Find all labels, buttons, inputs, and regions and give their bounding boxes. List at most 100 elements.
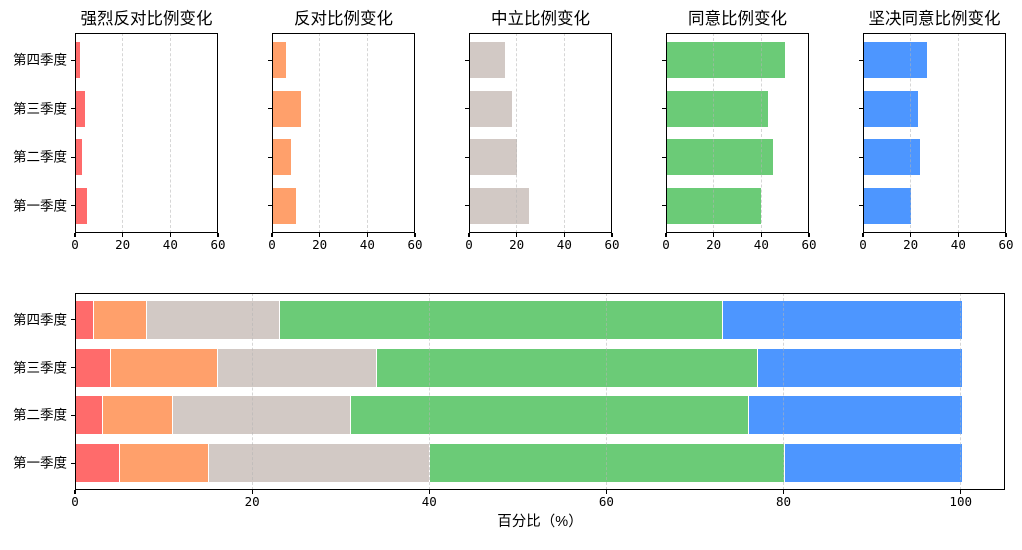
x-tick-mark (611, 233, 613, 237)
y-tick-label: 第二季度 (13, 149, 67, 165)
x-tick-label: 60 (407, 237, 423, 252)
x-tick-mark (782, 490, 785, 494)
x-tick-label: 60 (801, 237, 817, 252)
x-tick-label: 0 (465, 237, 473, 252)
bar-strongly-disagree (75, 42, 80, 79)
gridline (760, 33, 762, 233)
segment-强烈反对 (75, 348, 111, 387)
subplot-title: 坚决同意比例变化 (868, 9, 1001, 28)
y-tick-mark (268, 205, 272, 207)
segment-中立 (216, 348, 378, 387)
axes-spines (75, 33, 218, 233)
gridline (957, 33, 959, 233)
y-tick-label: 第三季度 (13, 101, 67, 117)
y-tick-mark (465, 205, 469, 207)
segment-强烈反对 (75, 444, 120, 483)
x-tick-label: 60 (604, 237, 620, 252)
segment-同意 (349, 396, 750, 435)
y-tick-mark (71, 367, 75, 369)
subplot-disagree: 反对比例变化 0 20 40 60 (268, 10, 423, 251)
y-tick-mark (662, 205, 666, 207)
y-tick-mark (268, 59, 272, 61)
bar-agree (666, 90, 769, 127)
y-tick-mark (71, 319, 75, 321)
x-tick-label: 20 (903, 237, 919, 252)
y-tick-mark (859, 156, 863, 158)
x-tick-mark (808, 233, 810, 237)
segment-反对 (110, 348, 218, 387)
segment-中立 (207, 444, 431, 483)
x-tick-mark (271, 233, 273, 237)
subplot-stacked-percentage: 0 20 40 60 80 100 第四季度 第三季度 第二季度 第一季度 百分比（%） (13, 293, 1005, 529)
y-tick-label: 第二季度 (13, 407, 67, 423)
y-tick-mark (71, 59, 75, 61)
subplot-strongly-disagree: 强烈反对比例变化 0 20 40 60 第四季度 第三季度 第二季度 第一季度 (13, 10, 226, 251)
subplot-title: 同意比例变化 (688, 9, 787, 28)
x-tick-mark (910, 233, 912, 237)
bar-neutral (469, 42, 505, 79)
x-tick-mark (428, 490, 430, 494)
segment-强烈反对 (75, 396, 102, 435)
x-tick-mark (605, 490, 608, 494)
segment-坚决同意 (757, 348, 962, 387)
x-tick-label: 0 (859, 237, 867, 252)
x-tick-label: 20 (244, 494, 260, 509)
x-tick-label: 20 (706, 237, 722, 252)
segment-中立 (145, 300, 280, 339)
x-tick-label: 40 (421, 494, 437, 509)
bar-disagree (272, 139, 292, 176)
x-tick-label: 40 (950, 237, 966, 252)
segment-同意 (278, 300, 723, 339)
gridline (605, 293, 607, 490)
subplot-title: 强烈反对比例变化 (80, 9, 213, 28)
x-tick-label: 100 (949, 494, 972, 509)
y-tick-label: 第一季度 (13, 455, 67, 471)
y-tick-mark (859, 59, 863, 61)
bar-strongly-agree (863, 42, 928, 79)
y-tick-mark (71, 205, 75, 207)
x-tick-label: 0 (71, 237, 79, 252)
x-axis-label: 百分比（%） (497, 514, 583, 530)
x-tick-mark (468, 233, 470, 237)
x-tick-mark (74, 490, 76, 494)
x-tick-label: 60 (598, 494, 614, 509)
y-tick-mark (662, 59, 666, 61)
x-tick-mark (1005, 233, 1007, 237)
bar-disagree (272, 90, 301, 127)
y-tick-label: 第一季度 (13, 198, 67, 214)
x-tick-label: 40 (162, 237, 178, 252)
segment-坚决同意 (783, 444, 962, 483)
segment-同意 (376, 348, 758, 387)
x-tick-mark (862, 233, 864, 237)
segment-反对 (92, 300, 147, 339)
x-tick-mark (713, 233, 715, 237)
segment-中立 (172, 396, 351, 435)
segment-坚决同意 (721, 300, 962, 339)
x-tick-label: 0 (71, 494, 79, 509)
x-tick-label: 0 (662, 237, 670, 252)
x-tick-mark (414, 233, 416, 237)
segment-反对 (119, 444, 209, 483)
x-tick-mark (74, 233, 76, 237)
x-tick-label: 0 (268, 237, 276, 252)
bar-strongly-agree (863, 90, 918, 127)
y-tick-mark (859, 108, 863, 110)
y-tick-mark (465, 108, 469, 110)
gridline (563, 33, 565, 233)
y-tick-mark (71, 462, 75, 464)
subplot-title: 反对比例变化 (294, 9, 393, 28)
gridline (910, 33, 912, 233)
x-tick-mark (957, 233, 959, 237)
bar-neutral (469, 139, 517, 176)
gridline (169, 33, 171, 233)
bar-agree (666, 42, 786, 79)
y-tick-mark (71, 414, 75, 416)
bar-disagree (272, 42, 287, 79)
gridline (122, 33, 124, 233)
x-tick-label: 60 (998, 237, 1014, 252)
y-tick-mark (268, 108, 272, 110)
subplot-agree: 同意比例变化 0 20 40 60 (662, 10, 817, 251)
x-tick-label: 40 (556, 237, 572, 252)
segment-反对 (101, 396, 174, 435)
y-tick-mark (268, 156, 272, 158)
